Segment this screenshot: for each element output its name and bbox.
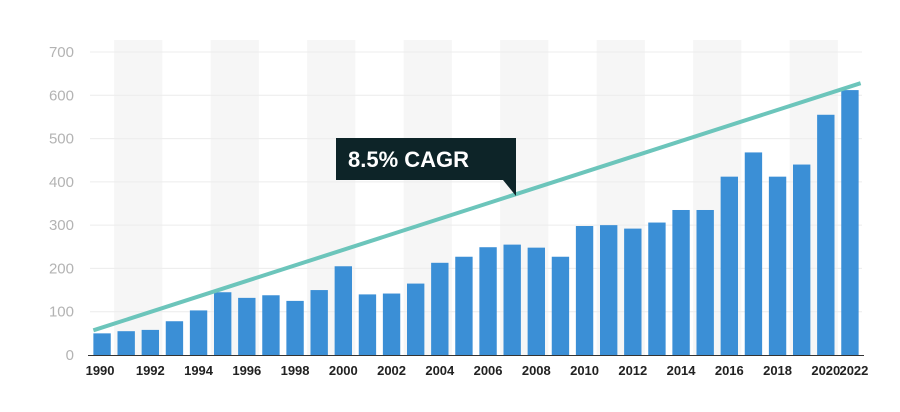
bar <box>575 226 594 355</box>
bar <box>768 176 787 355</box>
x-tick-label: 2010 <box>570 363 599 378</box>
cagr-callout-box <box>336 138 516 196</box>
bar <box>648 222 666 355</box>
bar <box>455 256 473 355</box>
x-tick-label: 2022 <box>839 363 868 378</box>
bar <box>551 256 570 355</box>
bar <box>334 266 352 355</box>
bar <box>358 294 377 355</box>
bar <box>431 262 449 355</box>
bar <box>600 225 618 355</box>
x-tick-label: 2020 <box>811 363 840 378</box>
bar <box>527 247 545 355</box>
x-tick-label: 2012 <box>618 363 647 378</box>
bar <box>382 293 401 355</box>
cagr-trendline <box>92 81 862 333</box>
bar <box>141 329 159 355</box>
bar <box>262 295 280 355</box>
bar <box>841 90 859 355</box>
bar <box>793 164 811 355</box>
y-axis-ticks: 0 100 200 300 400 500 600 700 <box>49 44 74 364</box>
y-tick-label: 200 <box>49 260 74 277</box>
bar <box>407 283 425 355</box>
x-tick-label: 2016 <box>715 363 744 378</box>
bar <box>214 292 232 355</box>
bar <box>479 247 497 355</box>
y-tick-label: 0 <box>66 347 74 364</box>
x-tick-label: 2004 <box>425 363 455 378</box>
y-tick-label: 600 <box>49 87 74 104</box>
bar <box>286 300 304 355</box>
background-band <box>114 40 163 355</box>
bar <box>503 244 521 355</box>
bar <box>744 152 763 355</box>
x-tick-label: 2002 <box>377 363 406 378</box>
y-tick-label: 500 <box>49 131 74 148</box>
trendline <box>92 81 862 333</box>
bar <box>696 209 714 355</box>
y-tick-label: 100 <box>49 304 74 321</box>
x-tick-label: 1996 <box>232 363 261 378</box>
cagr-callout: 8.5% CAGR <box>336 138 516 196</box>
x-tick-label: 2014 <box>667 363 697 378</box>
x-tick-label: 2000 <box>329 363 358 378</box>
x-tick-label: 1998 <box>281 363 310 378</box>
bar <box>624 228 642 355</box>
x-axis-ticks: 1990 1992 1994 1996 1998 2000 2002 2004 2006 2008… <box>86 363 869 378</box>
x-tick-label: 1992 <box>136 363 165 378</box>
bar <box>117 331 135 355</box>
x-tick-label: 2006 <box>474 363 503 378</box>
y-tick-label: 400 <box>49 174 74 191</box>
bar <box>720 176 738 355</box>
bar <box>672 209 690 355</box>
bar <box>165 321 184 355</box>
x-tick-label: 2008 <box>522 363 551 378</box>
x-tick-label: 1994 <box>184 363 214 378</box>
bar <box>93 333 111 355</box>
cagr-label: 8.5% CAGR <box>348 147 469 172</box>
y-tick-label: 300 <box>49 217 74 234</box>
y-tick-label: 700 <box>49 44 74 61</box>
x-tick-label: 1990 <box>86 363 115 378</box>
bars <box>93 90 859 355</box>
x-tick-label: 2018 <box>763 363 792 378</box>
bar <box>817 114 835 355</box>
bar <box>189 310 208 355</box>
bar <box>310 290 328 355</box>
bar <box>238 297 256 355</box>
